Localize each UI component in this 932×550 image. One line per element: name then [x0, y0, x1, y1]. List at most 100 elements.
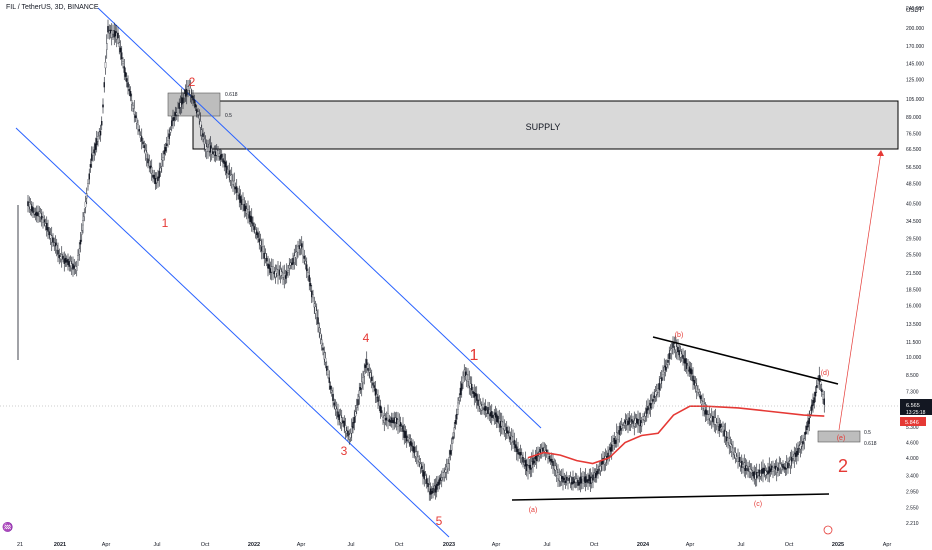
- candle: [744, 465, 747, 471]
- candle: [457, 402, 459, 410]
- candle: [729, 443, 732, 447]
- candle: [649, 402, 652, 409]
- y-tick-label: 25.500: [906, 252, 922, 258]
- candle: [106, 43, 108, 50]
- candle: [764, 470, 767, 476]
- candle: [524, 460, 527, 467]
- candle: [571, 482, 573, 485]
- x-tick-label: 2021: [54, 542, 66, 548]
- y-tick-label: 56.500: [906, 165, 922, 171]
- candle: [402, 425, 404, 432]
- y-tick-label: 34.500: [906, 219, 922, 225]
- candle: [527, 465, 529, 472]
- candle: [121, 52, 123, 60]
- candle: [116, 32, 118, 40]
- candle: [235, 186, 238, 193]
- candle: [96, 138, 98, 146]
- candle: [552, 461, 554, 466]
- last-price-label: 6.565: [906, 403, 920, 409]
- candle: [628, 417, 631, 425]
- symbol-title[interactable]: FIL / TetherUS, 3D, BINANCE: [6, 4, 99, 11]
- candle: [132, 105, 134, 109]
- candle: [664, 365, 667, 371]
- candle: [174, 112, 177, 116]
- candle: [275, 268, 278, 274]
- candle: [28, 202, 30, 207]
- candle: [382, 417, 384, 421]
- candle: [701, 400, 703, 405]
- candle: [698, 391, 701, 395]
- candle: [182, 97, 184, 104]
- candle: [153, 174, 155, 180]
- candle: [278, 270, 280, 275]
- x-tick-label: 21: [17, 542, 23, 548]
- candle: [453, 427, 455, 434]
- candle: [200, 129, 203, 136]
- candle: [298, 245, 300, 249]
- candle: [359, 387, 362, 390]
- candle: [315, 310, 318, 318]
- candle: [152, 174, 154, 178]
- candle: [192, 95, 194, 101]
- candle: [272, 266, 274, 273]
- candle: [669, 350, 672, 354]
- wave-label: 1: [470, 347, 479, 364]
- candle: [224, 161, 227, 168]
- candle: [624, 420, 627, 424]
- candle: [478, 399, 480, 407]
- candle: [385, 417, 388, 421]
- candle: [295, 251, 298, 259]
- candle: [663, 366, 666, 373]
- candle: [61, 254, 63, 260]
- candle: [104, 62, 107, 69]
- candle: [485, 409, 488, 414]
- candle: [42, 217, 44, 223]
- candle: [808, 418, 811, 424]
- candle: [247, 208, 249, 215]
- candle: [123, 66, 126, 73]
- candle: [265, 257, 268, 262]
- candle: [408, 438, 410, 443]
- candle: [390, 417, 393, 423]
- candle: [736, 456, 738, 459]
- candle: [252, 222, 254, 227]
- candle: [378, 400, 380, 407]
- candle: [703, 403, 706, 411]
- candle: [726, 436, 728, 442]
- candle: [27, 201, 29, 207]
- candle: [612, 441, 614, 446]
- candle: [434, 485, 437, 493]
- candle: [561, 475, 563, 479]
- candle: [619, 425, 622, 431]
- candle: [777, 467, 779, 471]
- candle: [51, 235, 53, 243]
- candle: [791, 456, 793, 462]
- candle: [667, 360, 669, 363]
- candle: [102, 104, 104, 108]
- candle: [212, 151, 214, 155]
- candle: [596, 471, 598, 476]
- candle: [274, 271, 277, 278]
- candle: [593, 472, 596, 478]
- candle: [305, 264, 308, 272]
- candle: [438, 479, 440, 485]
- candle: [137, 124, 139, 130]
- candle: [553, 465, 556, 470]
- candle: [427, 483, 429, 488]
- candle: [632, 420, 634, 424]
- candle: [218, 153, 220, 157]
- candle: [124, 72, 127, 77]
- candle: [277, 269, 279, 277]
- candle: [448, 457, 450, 464]
- candle: [290, 262, 293, 266]
- candle: [339, 415, 342, 423]
- candle: [564, 480, 567, 483]
- candle: [551, 458, 553, 463]
- candle: [774, 465, 777, 470]
- candle: [799, 444, 802, 450]
- candle: [43, 219, 46, 223]
- candle: [126, 78, 128, 82]
- projection-arrow: [838, 151, 882, 431]
